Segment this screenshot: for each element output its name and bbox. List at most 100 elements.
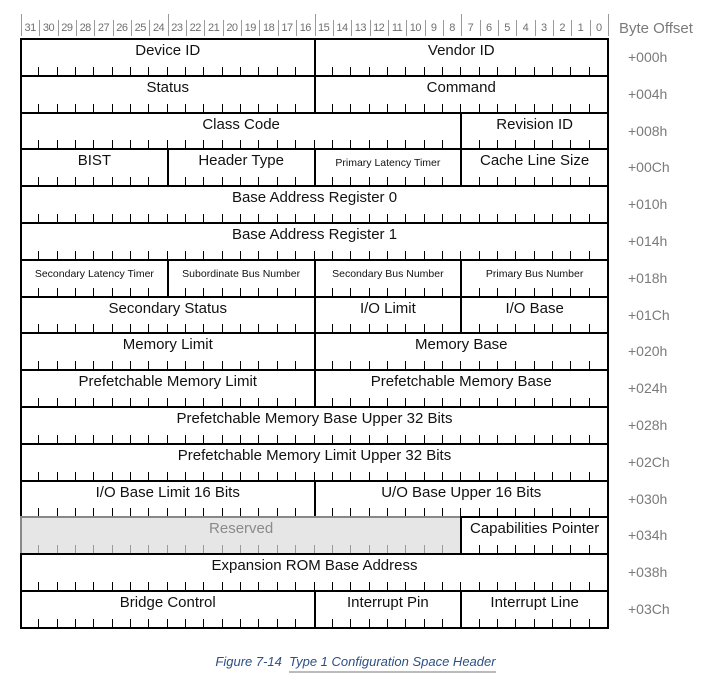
bit-separator — [204, 20, 206, 36]
figure-title-link[interactable]: Type 1 Configuration Space Header — [289, 654, 496, 673]
register-field: Vendor ID — [313, 38, 609, 75]
field-label: Primary Bus Number — [485, 267, 584, 280]
bit-number: 22 — [189, 22, 202, 34]
bit-ticks — [462, 140, 607, 149]
register-field: Secondary Latency Timer — [20, 258, 167, 296]
bit-number: 5 — [504, 22, 510, 34]
bit-separator — [497, 20, 499, 36]
bit-number: 6 — [485, 22, 492, 34]
register-field: Base Address Register 0 — [20, 185, 609, 222]
field-label: Reserved — [209, 520, 274, 538]
bit-separator — [534, 20, 536, 36]
field-label: U/O Base Upper 16 Bits — [381, 483, 542, 501]
bit-separator — [369, 20, 371, 36]
bit-ticks — [22, 250, 607, 259]
register-row: Class Code Revision ID — [20, 111, 609, 149]
bit-ticks — [22, 213, 607, 222]
register-row: Memory Limit Memory Base — [20, 332, 609, 370]
bit-separator — [76, 20, 78, 36]
bit-ticks — [316, 287, 461, 296]
bit-separator — [387, 20, 389, 36]
figure-caption: Figure 7-14 Type 1 Configuration Space H… — [0, 654, 711, 673]
register-row: Prefetchable Memory Limit Upper 32 Bits — [20, 442, 609, 480]
bit-separator — [406, 20, 408, 36]
byte-offset-header: Byte Offset — [619, 20, 693, 37]
register-field: Device ID — [20, 38, 314, 75]
register-field: I/O Base — [460, 295, 609, 333]
byte-offset: +038h — [628, 564, 668, 581]
bit-separator — [516, 20, 518, 36]
field-label: Interrupt Line — [490, 593, 579, 611]
field-label: Subordinate Bus Number — [182, 267, 301, 280]
bit-number: 3 — [540, 22, 547, 34]
byte-offset: +018h — [628, 269, 668, 286]
register-field: Cache Line Size — [460, 148, 609, 186]
byte-offset: +034h — [628, 527, 668, 544]
bit-ticks — [316, 361, 608, 370]
bit-number: 19 — [244, 22, 257, 34]
bit-separator — [241, 20, 243, 36]
byte-offset: +010h — [628, 196, 668, 213]
field-label: Prefetchable Memory Base Upper 32 Bits — [176, 409, 453, 427]
register-field: Prefetchable Memory Base Upper 32 Bits — [20, 405, 609, 443]
register-field: Revision ID — [460, 111, 609, 149]
register-field: Header Type — [166, 148, 314, 186]
bit-number: 14 — [336, 22, 348, 34]
figure-number: Figure 7-14 — [215, 654, 282, 669]
bit-separator — [277, 20, 279, 36]
register-field: I/O Base Limit 16 Bits — [20, 479, 314, 517]
bit-ticks — [316, 618, 461, 627]
register-field: Secondary Bus Number — [313, 258, 461, 296]
field-label: Secondary Latency Timer — [34, 267, 154, 280]
field-label: Status — [146, 78, 190, 96]
bit-ticks — [22, 361, 314, 370]
register-field: Secondary Status — [20, 295, 314, 333]
bit-number: 30 — [42, 22, 55, 34]
bit-number: 13 — [354, 22, 367, 34]
register-row: Prefetchable Memory Limit Prefetchable Me… — [20, 369, 609, 406]
bit-ticks — [316, 66, 608, 75]
register-field: U/O Base Upper 16 Bits — [313, 479, 609, 517]
bit-number: 31 — [24, 22, 37, 34]
byte-offset: +020h — [628, 343, 668, 360]
bit-number: 9 — [430, 22, 437, 34]
bit-number-header: 31 30 29 28 27 26 25 24 23 22 21 20 19 18 17 16 15 14 13 12… — [21, 14, 609, 38]
field-label: Memory Limit — [122, 336, 213, 354]
field-label: Base Address Register 0 — [231, 189, 398, 207]
register-row: Status Command — [20, 74, 609, 112]
bit-ticks — [462, 618, 607, 627]
bit-ticks — [22, 103, 314, 112]
bit-separator — [167, 14, 169, 36]
bit-separator — [94, 20, 96, 36]
bit-separator — [314, 14, 316, 36]
bit-separator — [571, 20, 573, 36]
bit-ticks — [22, 618, 314, 627]
bit-ticks — [316, 508, 608, 517]
field-label: Expansion ROM Base Address — [211, 557, 418, 575]
bit-separator — [461, 14, 463, 36]
byte-offset: +024h — [628, 380, 668, 397]
field-label: Base Address Register 1 — [231, 225, 398, 243]
bit-number: 1 — [577, 22, 584, 34]
register-field: Subordinate Bus Number — [166, 258, 314, 296]
grid-bottom-border — [20, 626, 609, 629]
field-label: I/O Limit — [359, 299, 416, 317]
register-field: I/O Limit — [313, 295, 461, 333]
bit-ticks — [462, 287, 607, 296]
bit-ticks — [22, 66, 314, 75]
field-label: Vendor ID — [427, 42, 495, 59]
field-label: Secondary Status — [108, 299, 227, 317]
bit-number: 24 — [152, 22, 165, 34]
bit-ticks — [22, 287, 167, 296]
field-label: Prefetchable Memory Limit — [78, 373, 257, 391]
bit-ticks — [22, 140, 460, 149]
bit-separator — [57, 20, 59, 36]
bit-ticks — [462, 324, 607, 333]
register-field: Memory Base — [313, 332, 609, 370]
field-label: Class Code — [202, 115, 280, 133]
register-field: Expansion ROM Base Address — [20, 553, 609, 590]
bit-number: 25 — [134, 22, 147, 34]
bit-ticks — [462, 545, 607, 554]
bit-separator — [149, 20, 151, 36]
byte-offset: +01Ch — [628, 306, 670, 323]
